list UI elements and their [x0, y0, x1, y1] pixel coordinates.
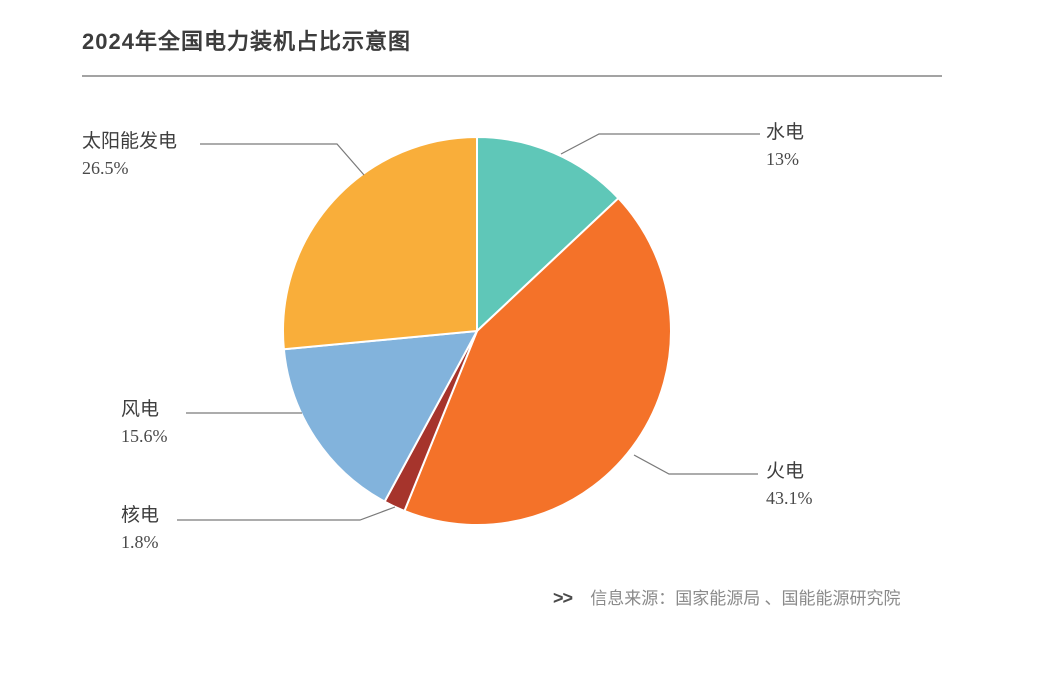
callout-hydro-value: 13% [766, 149, 799, 169]
callout-thermal: 火电 43.1% [766, 459, 813, 511]
callout-nuclear-value: 1.8% [121, 532, 159, 552]
callout-solar-label: 太阳能发电 [82, 131, 178, 152]
callout-wind: 风电 15.6% [121, 397, 168, 449]
callout-solar-value: 26.5% [82, 158, 129, 178]
callout-hydro: 水电 13% [766, 120, 804, 172]
pie-slice-hydro [476, 136, 620, 332]
chart-title: 2024年全国电力装机占比示意图 [82, 29, 411, 54]
leader-line-solar [200, 143, 365, 176]
leader-line-hydro [560, 133, 760, 155]
pie-slice-wind [282, 330, 478, 503]
pie-chart [282, 136, 672, 526]
pie-slice-thermal [403, 197, 672, 526]
callout-wind-label: 风电 [121, 399, 160, 420]
pie-slice-solar [282, 136, 478, 351]
callout-hydro-label: 水电 [766, 122, 805, 143]
source-chevrons-icon: >> [553, 588, 573, 608]
leader-line-nuclear [177, 506, 396, 521]
title-divider [82, 75, 942, 77]
callout-nuclear-label: 核电 [121, 505, 160, 526]
callout-nuclear: 核电 1.8% [121, 503, 159, 555]
source-text: 信息来源：国家能源局 、国能能源研究院 [590, 589, 901, 608]
callout-wind-value: 15.6% [121, 426, 168, 446]
callout-solar: 太阳能发电 26.5% [82, 129, 177, 181]
callout-thermal-label: 火电 [766, 461, 805, 482]
source-note: >> 信息来源：国家能源局 、国能能源研究院 [553, 584, 901, 609]
leader-lines [177, 133, 760, 521]
callout-thermal-value: 43.1% [766, 488, 813, 508]
leader-line-thermal [633, 454, 758, 475]
